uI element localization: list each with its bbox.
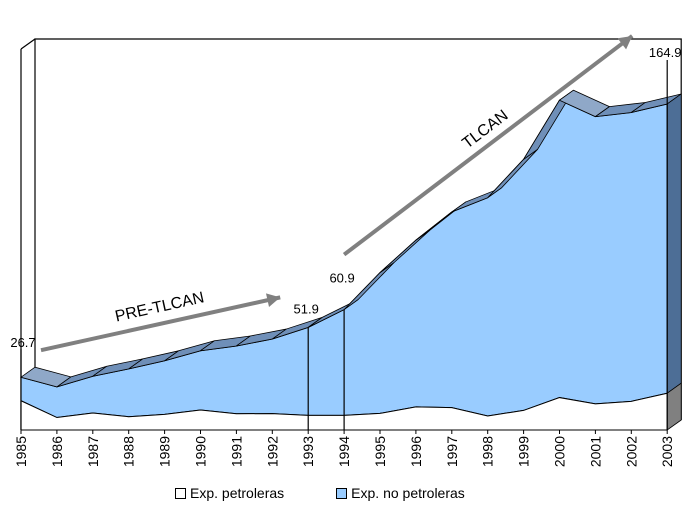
series-areas — [20, 89, 682, 431]
annotation-label: 51.9 — [294, 301, 319, 316]
series-area-petroleras — [20, 392, 668, 431]
x-tick-label: 1991 — [228, 436, 244, 467]
top-left-edge — [20, 38, 36, 50]
phase-arrow-head — [617, 35, 633, 50]
annotation-label: 60.9 — [329, 271, 354, 286]
annotation-label: 164.9 — [649, 45, 682, 60]
x-axis: 1985 1986 1987 1988 1989 1990 1991 1992 1993 1994… — [13, 429, 675, 467]
right-face-no-petroleras — [666, 93, 682, 395]
x-tick-label: 1990 — [193, 436, 209, 467]
legend-label-petroleras: Exp. petroleras — [190, 485, 285, 501]
annotation-label: 26.7 — [10, 335, 35, 350]
x-tick-label: 1996 — [408, 436, 424, 467]
legend-item-no-petroleras: Exp. no petroleras — [336, 485, 465, 501]
legend: Exp. petroleras Exp. no petroleras — [175, 485, 465, 501]
legend-item-petroleras: Exp. petroleras — [175, 485, 284, 501]
x-tick-label: 1997 — [444, 436, 460, 467]
x-tick-label: 1987 — [85, 436, 101, 467]
annotations: 26.7 51.9 60.9 164.9 — [10, 45, 681, 430]
phase-label: PRE-TLCAN — [114, 289, 206, 325]
x-tick-label: 1995 — [372, 436, 388, 467]
phase-arrow-head — [265, 293, 281, 308]
x-tick-label: 1992 — [264, 436, 280, 467]
x-tick-label: 2001 — [587, 436, 603, 467]
legend-label-no-petroleras: Exp. no petroleras — [351, 485, 465, 501]
legend-swatch-no-petroleras — [336, 487, 348, 499]
x-tick-label: 1989 — [157, 436, 173, 467]
x-tick-label: 2000 — [552, 436, 568, 467]
x-tick-label: 1994 — [336, 436, 352, 467]
phase-arrow-shaft — [40, 295, 281, 353]
x-tick-label: 1999 — [516, 436, 532, 467]
legend-swatch-petroleras — [175, 487, 186, 499]
x-tick-label: 1988 — [121, 436, 137, 467]
x-tick-label: 2003 — [659, 436, 675, 467]
x-tick-label: 2002 — [623, 436, 639, 467]
x-tick-label: 1993 — [300, 436, 316, 467]
phase-arrow-shaft — [342, 34, 634, 257]
x-tick-label: 1986 — [49, 436, 65, 467]
x-tick-label: 1998 — [480, 436, 496, 467]
x-tick-label: 1985 — [13, 436, 29, 467]
